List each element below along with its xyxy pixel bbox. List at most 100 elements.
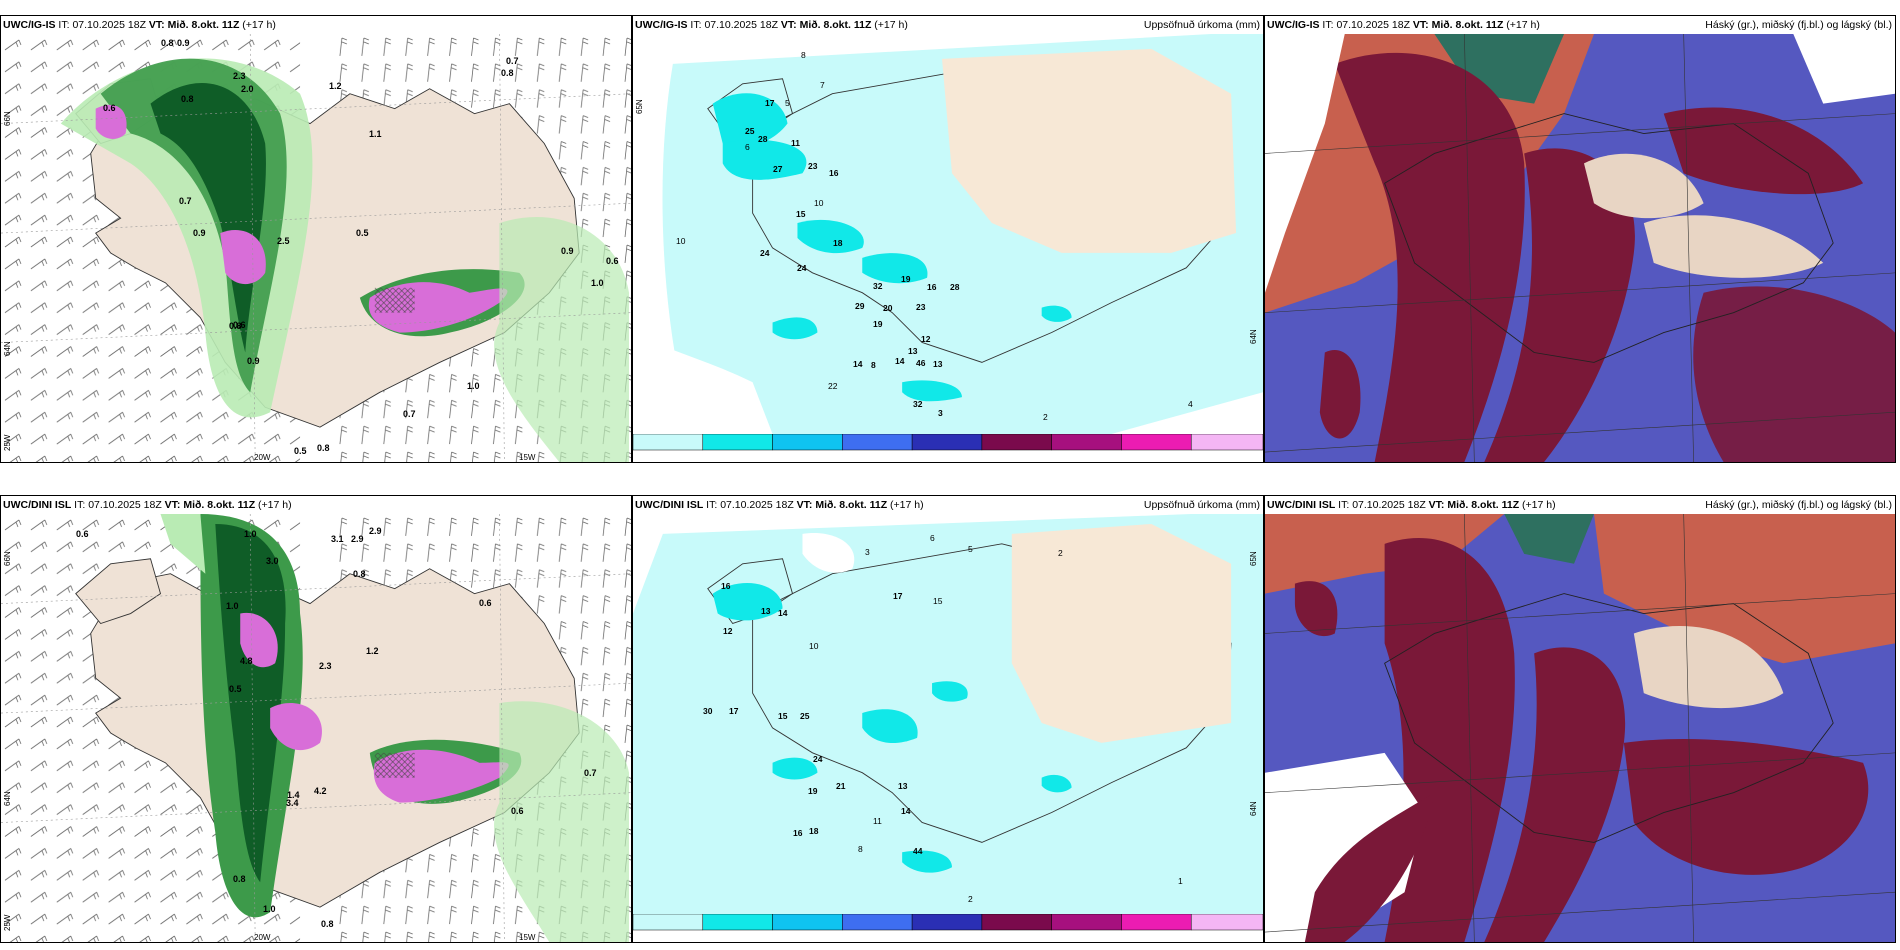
value-label: 0.9 — [177, 38, 190, 48]
map-clouds[interactable] — [1265, 514, 1895, 942]
value-label: 14 — [901, 806, 911, 816]
lon-label: 15W — [519, 453, 536, 462]
value-label: 2 — [1043, 412, 1048, 422]
value-label: 24 — [797, 263, 807, 273]
value-label: 2.9 — [369, 526, 382, 536]
colorbar-swatch — [1190, 434, 1263, 451]
value-label: 10 — [676, 236, 686, 246]
value-label: 0.5 — [294, 446, 307, 456]
colorbar — [633, 434, 1263, 462]
value-label: 12 — [723, 626, 733, 636]
value-label: 8 — [858, 844, 863, 854]
value-label: 0.6 — [76, 529, 89, 539]
lat-label: 64N — [3, 791, 12, 806]
map-wind-precip[interactable] — [1, 514, 631, 942]
value-label: 25 — [800, 711, 810, 721]
colorbar — [633, 914, 1263, 942]
colorbar-graphic — [633, 434, 1263, 451]
value-label: 4.2 — [314, 786, 327, 796]
value-label: 1.4 — [287, 790, 300, 800]
lat-label: 65N — [1249, 551, 1258, 566]
value-label: 28 — [950, 282, 960, 292]
lat-label: 25W — [3, 914, 12, 931]
value-label: 2 — [968, 894, 973, 904]
value-label: 0.7 — [584, 768, 597, 778]
value-label: 11 — [873, 816, 882, 826]
lon-label: 20W — [254, 933, 271, 942]
colorbar-swatch — [911, 434, 983, 451]
panel-title: UWC/DINI ISL IT: 07.10.2025 18Z VT: Mið.… — [633, 496, 1263, 514]
map-wind-precip[interactable] — [1, 34, 631, 462]
value-label: 7 — [820, 80, 825, 90]
map-precip-accum[interactable] — [633, 514, 1263, 914]
value-label: 14 — [778, 608, 788, 618]
panel-title: UWC/DINI ISL IT: 07.10.2025 18Z VT: Mið.… — [1, 496, 631, 514]
colorbar-swatch — [1051, 914, 1122, 931]
value-label: 3 — [938, 408, 943, 418]
value-label: 0.8 — [317, 443, 330, 453]
colorbar-swatch — [702, 434, 773, 451]
value-label: 2.0 — [241, 84, 254, 94]
value-label: 0.5 — [229, 684, 242, 694]
value-label: 1.0 — [226, 601, 239, 611]
value-label: 1.0 — [591, 278, 604, 288]
value-label: 0.8 — [353, 569, 366, 579]
precip-map-graphic — [633, 514, 1263, 914]
panel-bottom-clouds: UWC/DINI ISL IT: 07.10.2025 18Z VT: Mið.… — [1264, 495, 1896, 943]
lat-label: 64N — [1249, 801, 1258, 816]
value-label: 0.7 — [506, 56, 519, 66]
value-label: 15 — [796, 209, 806, 219]
value-label: 32 — [873, 281, 883, 291]
value-label: 23 — [916, 302, 926, 312]
value-label: 1 — [1178, 876, 1183, 886]
value-label: 0.6 — [511, 806, 524, 816]
value-label: 19 — [873, 319, 883, 329]
panel-title: UWC/DINI ISL IT: 07.10.2025 18Z VT: Mið.… — [1265, 496, 1895, 514]
value-label: 17 — [893, 591, 903, 601]
value-label: 0.8 — [321, 919, 334, 929]
value-label: 24 — [760, 248, 770, 258]
value-label: 2.3 — [319, 661, 332, 671]
lon-label: 15W — [519, 933, 536, 942]
value-label: 0.5 — [356, 228, 369, 238]
value-label: 17 — [765, 98, 775, 108]
value-label: 0.7 — [403, 409, 416, 419]
value-label: 6 — [930, 533, 935, 543]
value-label: 44 — [913, 846, 923, 856]
value-label: 8 — [801, 50, 806, 60]
value-label: 2.3 — [233, 71, 246, 81]
value-label: 0.9 — [561, 246, 574, 256]
value-label: 11 — [791, 138, 800, 148]
value-label: 15 — [778, 711, 788, 721]
colorbar-swatch — [842, 434, 913, 451]
value-label: 10 — [814, 198, 824, 208]
value-label: 1.1 — [369, 129, 382, 139]
value-label: 16 — [793, 828, 803, 838]
panel-title: UWC/IG-IS IT: 07.10.2025 18Z VT: Mið. 8.… — [633, 16, 1263, 34]
cloud-map-graphic — [1265, 514, 1895, 942]
colorbar-swatch — [772, 434, 843, 451]
map-precip-accum[interactable] — [633, 34, 1263, 434]
value-label: 14 — [853, 359, 863, 369]
value-label: 3.1 — [331, 534, 344, 544]
value-label: 1.0 — [244, 529, 257, 539]
value-label: 3 — [865, 547, 870, 557]
value-label: 0.6 — [103, 103, 116, 113]
colorbar-graphic — [633, 914, 1263, 931]
colorbar-swatch — [633, 434, 704, 451]
value-label: 13 — [933, 359, 943, 369]
westfjords — [75, 558, 162, 625]
value-label: 2.5 — [277, 236, 290, 246]
value-label: 0.8 — [161, 38, 174, 48]
lat-label: 64N — [1249, 329, 1258, 344]
value-label: 8 — [871, 360, 876, 370]
value-label: 0.9 — [247, 356, 260, 366]
precip-map-graphic — [633, 34, 1263, 434]
value-label: 16 — [927, 282, 937, 292]
value-label: 0.9 — [193, 228, 206, 238]
value-label: 3.4 — [286, 798, 299, 808]
value-label: 28 — [758, 134, 768, 144]
value-label: 5 — [968, 544, 973, 554]
map-clouds[interactable] — [1265, 34, 1895, 462]
value-label: 0.7 — [179, 196, 192, 206]
